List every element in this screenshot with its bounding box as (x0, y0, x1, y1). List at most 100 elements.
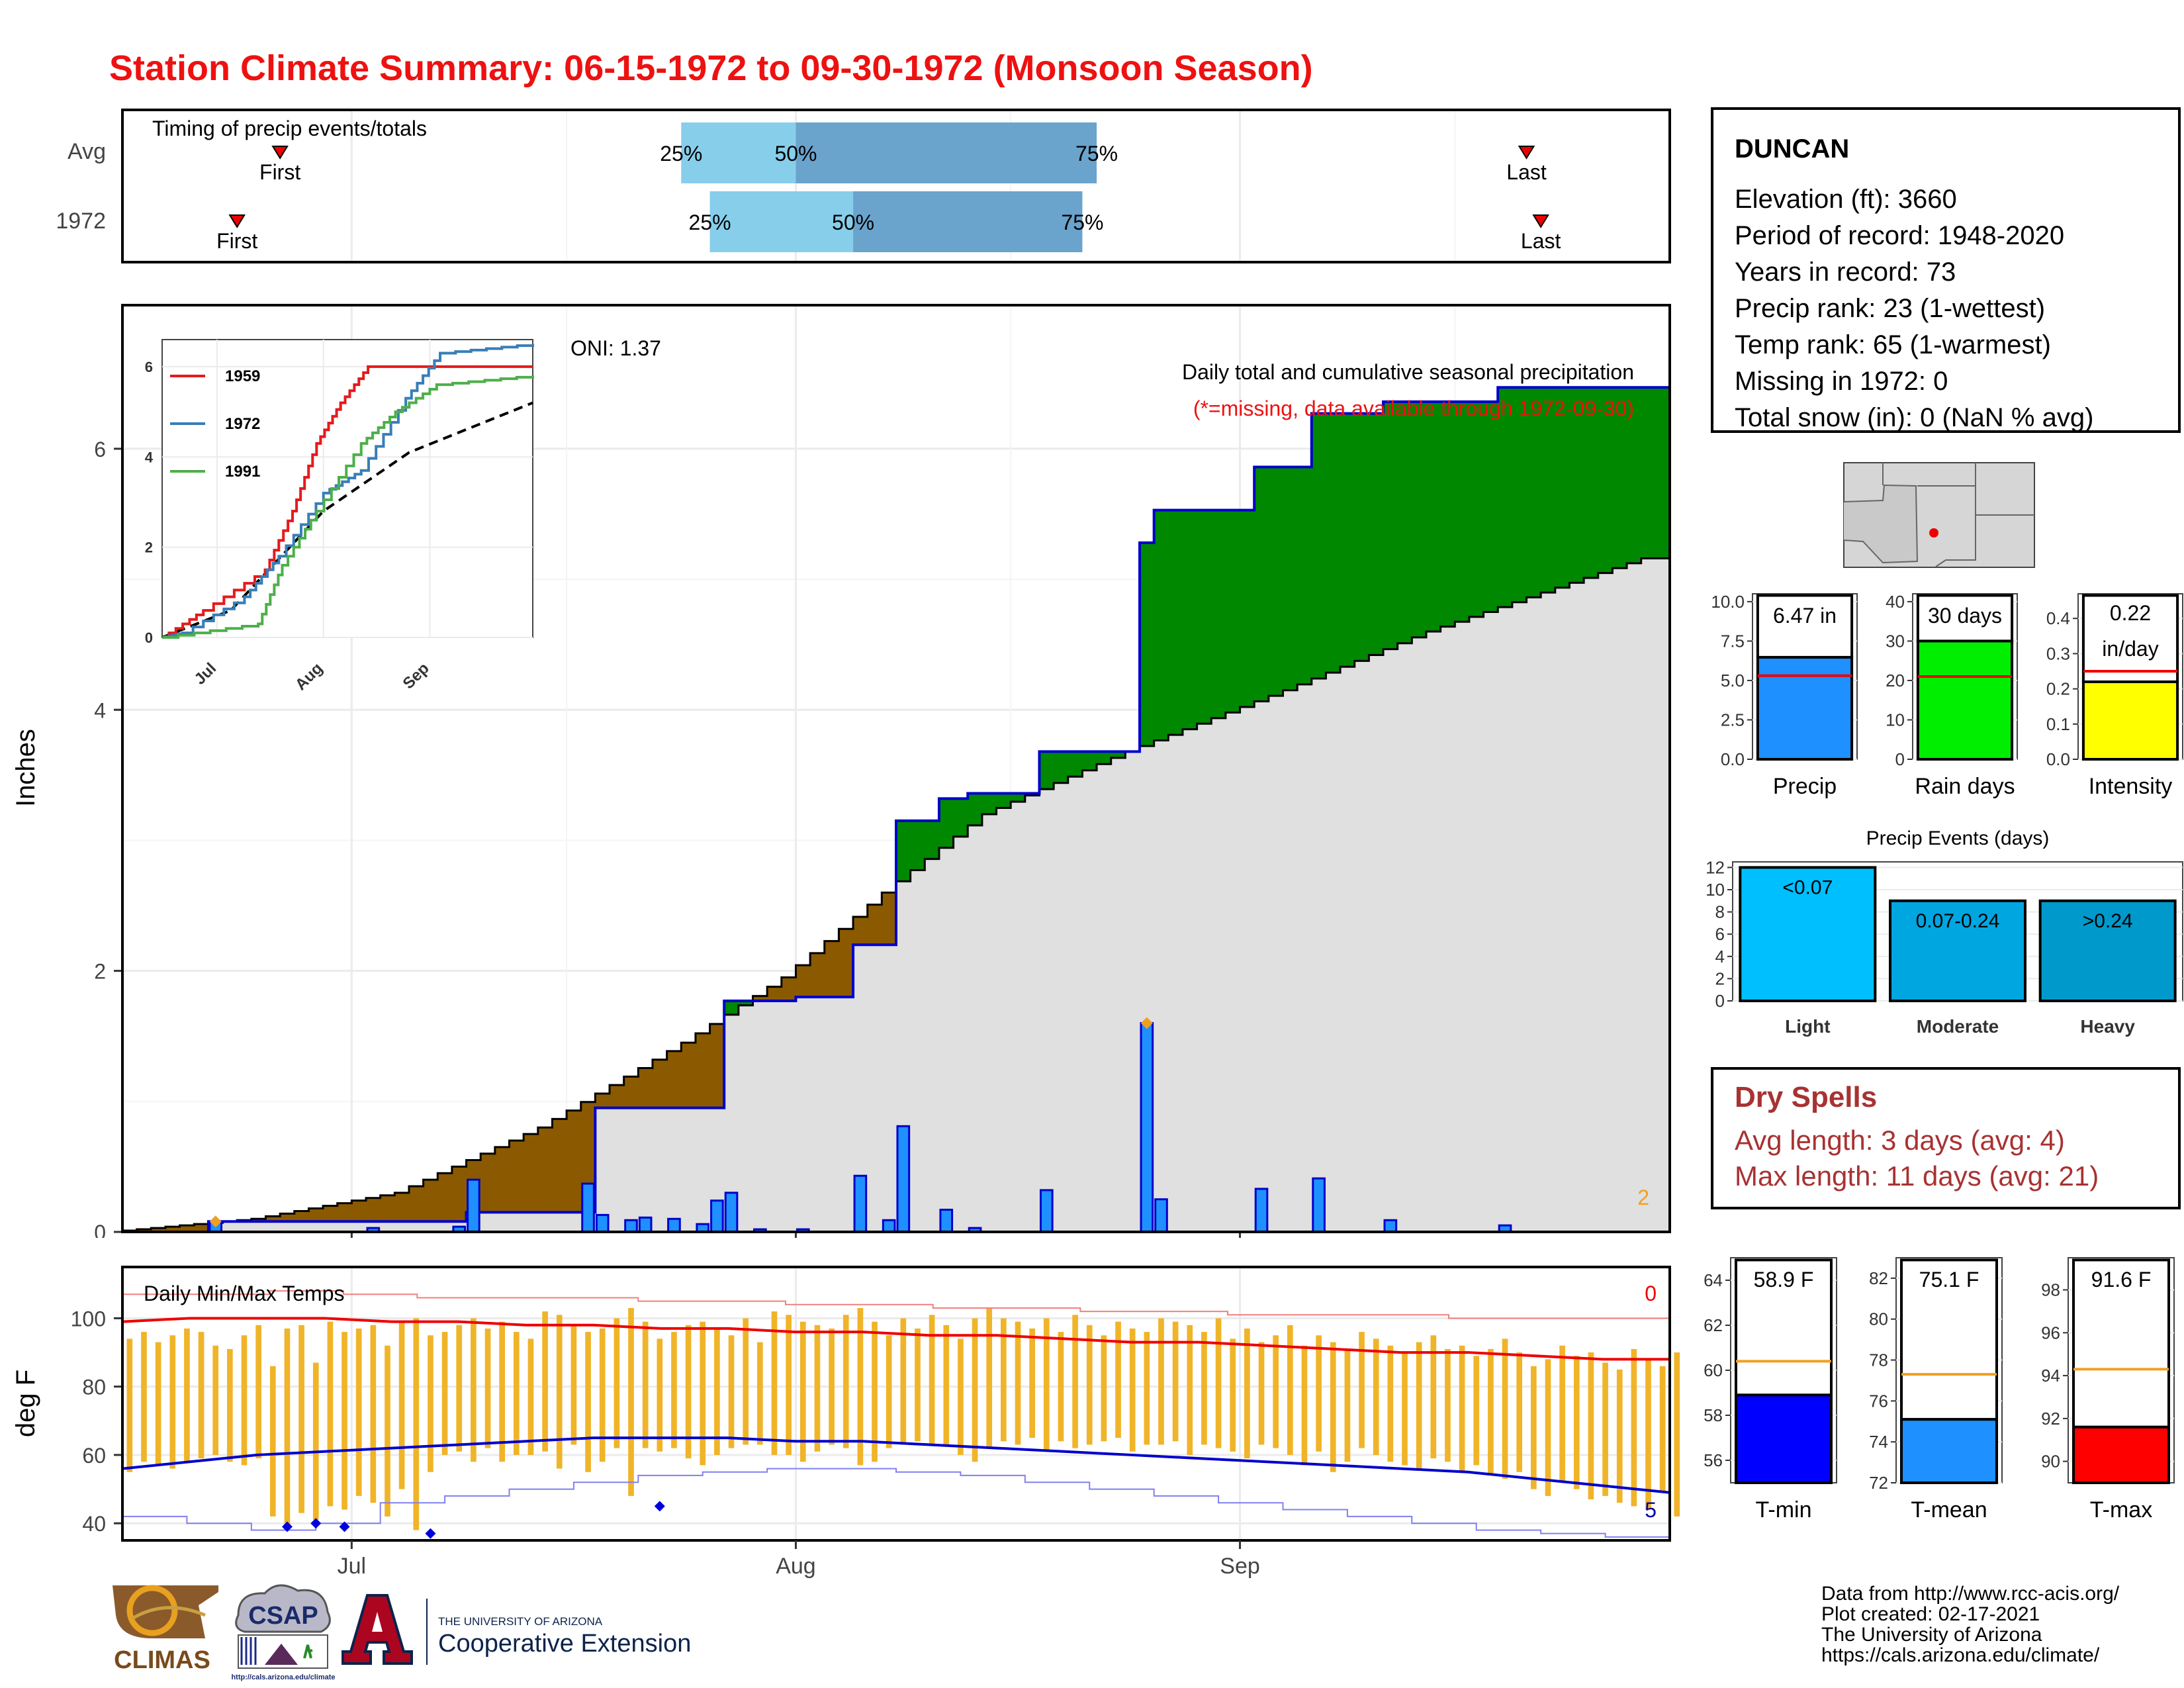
precip-caption: Daily total and cumulative seasonal prec… (1182, 360, 1634, 384)
above-avg-area (1641, 387, 1656, 559)
summary-precip-panel: 0.0 2.5 5.0 7.5 10.0 6.47 in Precip 0 10 20 30 40 3… (1711, 592, 2183, 799)
above-avg-area (1455, 401, 1470, 622)
temp-daily-bar (527, 1338, 534, 1455)
below-avg-area (709, 1023, 725, 1108)
above-avg-area (910, 820, 925, 870)
precip-yticks: 0 2 4 6 (94, 438, 122, 1238)
temp-daily-bar (700, 1321, 706, 1466)
summary-ytick-label: 0.0 (2046, 749, 2070, 769)
below-avg-area (810, 953, 825, 998)
above-avg-area (1082, 751, 1097, 771)
daily-precip-bar (1312, 1177, 1326, 1233)
summary-ytick-label: 0 (1895, 749, 1905, 769)
temp-daily-bar (1402, 1352, 1408, 1466)
location-map (1843, 462, 2035, 568)
summary-ytick-label: 20 (1886, 671, 1905, 690)
below-avg-area (681, 1043, 696, 1108)
temp-daily-bar (370, 1325, 377, 1503)
summary-bar-outline (2081, 594, 2179, 683)
avg-cumulative-line (121, 557, 1670, 1232)
above-avg-area (925, 820, 940, 859)
precip-ylabel: Inches (11, 729, 40, 807)
summary-ytick-label: 2.5 (1721, 710, 1745, 729)
temp-daily-bar (757, 1342, 763, 1445)
record-low-marker (654, 1501, 665, 1512)
daily-precip-bar (939, 1208, 954, 1233)
events-bar-label: >0.24 (2083, 910, 2133, 932)
below-avg-area (366, 1197, 381, 1222)
temp-xtick-label: Jul (338, 1554, 366, 1579)
events-xlabel: Light (1785, 1016, 1830, 1037)
temp-daily-bar (1187, 1325, 1193, 1455)
above-avg-area (1612, 387, 1627, 569)
summary-ytick-label: 0.3 (2046, 643, 2070, 663)
above-avg-area (1440, 401, 1455, 627)
temp-daily-bar (1086, 1325, 1093, 1445)
summary-bar-outline (1735, 1258, 1833, 1397)
inset-series-line (162, 344, 534, 639)
temp-daily-bar (141, 1332, 147, 1462)
below-avg-area (638, 1068, 653, 1108)
temp-xtick-label: Aug (776, 1554, 816, 1579)
below-avg-area (610, 1085, 625, 1108)
temp-daily-bar (657, 1338, 663, 1452)
temp-lines (122, 1290, 1670, 1539)
below-avg-area (294, 1211, 310, 1222)
temp-xtick-label: Sep (1220, 1554, 1260, 1579)
precip-missing-marker (209, 1215, 222, 1228)
temp-daily-bar (1588, 1352, 1594, 1500)
inset-ytick-label: 2 (145, 539, 153, 556)
summary-value-unit: in/day (2102, 637, 2158, 661)
avg-min-line (122, 1436, 1670, 1494)
above-avg-area (1526, 387, 1541, 598)
above-avg-area (1627, 387, 1642, 563)
temp-daily-bar (1058, 1332, 1064, 1442)
temp-daily-bar (227, 1348, 233, 1462)
summary-value-label: 91.6 F (2091, 1268, 2152, 1291)
temp-ytick-label: 60 (82, 1444, 106, 1468)
page-title: Station Climate Summary: 06-15-1972 to 0… (109, 48, 1313, 88)
temp-daily-bar (599, 1328, 606, 1462)
precip-count-label: 2 (1637, 1186, 1649, 1209)
temp-daily-bar (385, 1345, 390, 1517)
summary-bar (1735, 1393, 1833, 1484)
station-info: DUNCAN Elevation (ft): 3660 Period of re… (1711, 107, 2181, 433)
timing-bar-25-50 (709, 191, 854, 252)
daily-precip-bar (624, 1219, 638, 1233)
temp-ylabel: deg F (11, 1370, 40, 1437)
above-avg-area (1326, 413, 1341, 673)
temp-daily-bar (241, 1335, 248, 1466)
above-avg-area (1383, 401, 1398, 649)
summary-bar (1900, 1418, 1998, 1485)
temp-daily-bar (1015, 1321, 1021, 1445)
summary-value-label: 30 days (1928, 604, 2002, 628)
timing-last-marker (1532, 214, 1549, 228)
temp-daily-bar (1616, 1369, 1623, 1503)
precip-ytick-label: 0 (94, 1221, 106, 1238)
daily-precip-bar (667, 1217, 681, 1233)
record-low-marker (425, 1528, 436, 1539)
above-avg-area (1254, 467, 1269, 702)
summary-tmin-chart: 56 58 60 62 64 58.9 F T-min (1704, 1257, 1837, 1523)
summary-ytick-label: 0.2 (2046, 679, 2070, 699)
below-avg-area (824, 941, 840, 998)
summary-ytick-label: 10.0 (1711, 592, 1745, 612)
above-avg-area (1168, 510, 1183, 735)
summary-xlabel: T-mean (1911, 1497, 1987, 1523)
events-xlabel: Moderate (1917, 1016, 1999, 1037)
above-avg-area (1154, 510, 1169, 741)
station-years: Years in record: 73 (1735, 258, 1956, 287)
temp-daily-bar (1659, 1366, 1666, 1493)
above-avg-area (1598, 387, 1614, 573)
below-avg-area (552, 1119, 567, 1213)
inset-ytick-label: 4 (145, 449, 154, 465)
temp-daily-bar (341, 1332, 347, 1510)
below-avg-area (265, 1216, 281, 1222)
summary-ytick-label: 82 (1869, 1268, 1888, 1288)
above-avg-area (1512, 387, 1527, 602)
summary-xlabel: Rain days (1915, 774, 2015, 799)
inset-ytick-label: 0 (145, 630, 153, 646)
below-avg-area (652, 1059, 668, 1108)
above-avg-area (1054, 751, 1069, 783)
